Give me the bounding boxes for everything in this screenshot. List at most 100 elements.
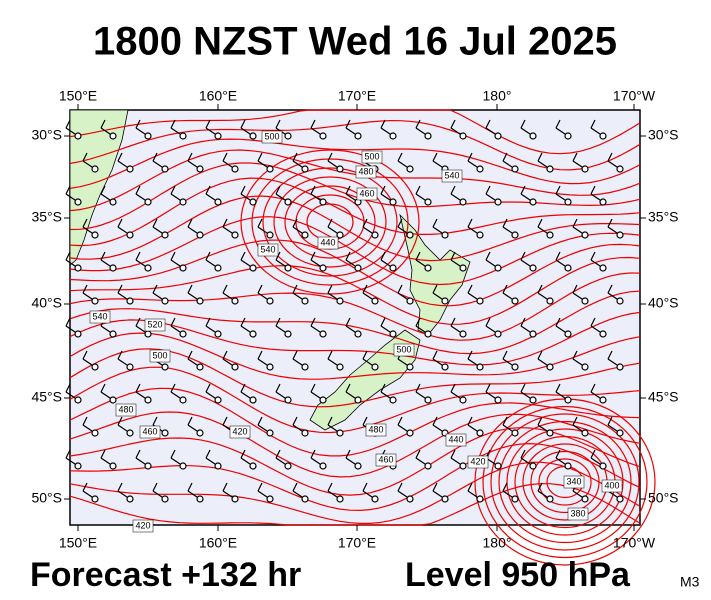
station — [424, 198, 432, 206]
station — [231, 297, 239, 305]
wind-barb — [572, 350, 578, 360]
station — [529, 264, 537, 272]
contour-label-bg — [467, 455, 489, 469]
station — [529, 330, 537, 338]
station — [406, 363, 414, 371]
wind-barb — [152, 152, 158, 162]
station — [91, 429, 99, 437]
station — [214, 198, 222, 206]
station — [511, 363, 519, 371]
station — [459, 462, 467, 470]
station — [581, 495, 589, 503]
station — [371, 495, 379, 503]
station — [126, 231, 134, 239]
station — [406, 429, 414, 437]
station — [424, 330, 432, 338]
station — [284, 198, 292, 206]
station — [249, 330, 257, 338]
station — [249, 198, 257, 206]
contour-line — [69, 119, 641, 171]
wind-barb — [82, 350, 88, 360]
station — [476, 429, 484, 437]
station — [196, 231, 204, 239]
station — [529, 198, 537, 206]
lat-label-right: 45°S — [648, 389, 679, 405]
wind-barb — [467, 152, 473, 162]
station — [231, 231, 239, 239]
station — [354, 462, 362, 470]
station — [196, 297, 204, 305]
lat-label-right: 40°S — [648, 295, 679, 311]
station — [459, 198, 467, 206]
contour-label-bg — [563, 475, 585, 489]
station — [74, 198, 82, 206]
wind-barb — [222, 284, 228, 294]
wind-barb — [292, 284, 298, 294]
station — [389, 330, 397, 338]
station — [266, 429, 274, 437]
contour-label: 420 — [470, 456, 485, 466]
station — [441, 231, 449, 239]
wind-barb — [450, 383, 456, 393]
contour-label-bg — [139, 425, 161, 439]
model-label: M3 — [680, 574, 700, 590]
contour-line — [69, 290, 641, 355]
wind-barb — [187, 482, 193, 492]
wind-barb — [415, 185, 421, 195]
station — [581, 231, 589, 239]
wind-barb — [537, 218, 543, 228]
wind-barb — [187, 350, 193, 360]
wind-barb — [555, 383, 561, 393]
contour-label: 500 — [152, 350, 167, 360]
wind-barb — [170, 119, 176, 129]
contour-label: 540 — [260, 244, 275, 254]
wind-barb — [65, 449, 71, 459]
wind-barb — [607, 218, 613, 228]
station — [564, 462, 572, 470]
wind-barb — [572, 152, 578, 162]
station — [214, 396, 222, 404]
station — [371, 297, 379, 305]
wind-barb — [187, 416, 193, 426]
wind-barb — [555, 317, 561, 327]
wind-barb — [537, 482, 543, 492]
station — [196, 363, 204, 371]
wind-barb — [590, 119, 596, 129]
station — [406, 495, 414, 503]
contour-line — [69, 332, 641, 380]
wind-barb — [117, 350, 123, 360]
wind-barb — [257, 284, 263, 294]
station — [179, 462, 187, 470]
wind-barb — [345, 185, 351, 195]
station — [266, 165, 274, 173]
station — [126, 429, 134, 437]
wind-barb — [380, 119, 386, 129]
station — [249, 264, 257, 272]
wind-barb — [170, 251, 176, 261]
station — [389, 198, 397, 206]
contour-label-bg — [567, 507, 589, 521]
contour-label: 480 — [358, 166, 373, 176]
station — [494, 132, 502, 140]
wind-barb — [205, 317, 211, 327]
wind-barb — [222, 218, 228, 228]
station — [161, 363, 169, 371]
wind-barb — [450, 317, 456, 327]
wind-barb — [415, 449, 421, 459]
wind-barb — [240, 383, 246, 393]
contour-line — [69, 162, 641, 231]
contour-label: 460 — [142, 426, 157, 436]
station — [494, 330, 502, 338]
lat-label-right: 30°S — [648, 127, 679, 143]
lon-label-top: 170°E — [338, 88, 376, 104]
contour-label: 520 — [147, 319, 162, 329]
station — [231, 495, 239, 503]
wind-barb — [537, 416, 543, 426]
station — [179, 396, 187, 404]
contour-label: 420 — [135, 520, 150, 530]
wind-barb — [292, 152, 298, 162]
station — [599, 330, 607, 338]
station — [424, 264, 432, 272]
station — [196, 165, 204, 173]
